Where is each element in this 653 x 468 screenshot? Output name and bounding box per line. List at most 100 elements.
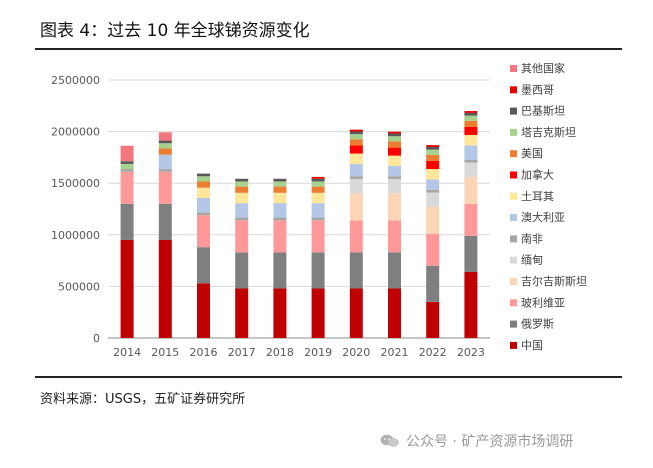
bar-segment (464, 126, 478, 136)
bar-segment (197, 197, 210, 213)
legend: 其他国家墨西哥巴基斯坦塔吉克斯坦美国加拿大土耳其澳大利亚南非缅甸吉尔吉斯斯坦玻利… (510, 61, 587, 352)
x-tick-label: 2023 (457, 346, 485, 359)
bar-segment (388, 176, 401, 180)
x-tick-label: 2020 (342, 346, 370, 359)
bar-segment (388, 165, 401, 177)
bar-segment (388, 220, 401, 253)
x-tick-label: 2022 (419, 346, 447, 359)
legend-swatch (510, 299, 517, 307)
bar-segment (311, 217, 325, 221)
bar-segment (197, 283, 210, 338)
x-tick-label: 2019 (304, 346, 332, 359)
bar-segment (464, 120, 478, 127)
bar-segment (197, 247, 210, 284)
bar-segment (426, 179, 440, 190)
bar-segment (464, 112, 478, 116)
legend-label: 缅甸 (521, 253, 543, 267)
legend-label: 美国 (521, 147, 543, 160)
bar-segment (349, 131, 363, 135)
bar-segment (349, 134, 363, 140)
bar-segment (197, 173, 210, 177)
bar-segment (120, 163, 134, 170)
bar-segment (235, 192, 249, 204)
watermark-text: 公众号 · 矿产资源市场调研 (406, 434, 574, 450)
bar-segment (464, 111, 478, 113)
legend-label: 中国 (521, 339, 543, 352)
bar-segment (388, 141, 401, 148)
x-tick-label: 2021 (381, 346, 409, 359)
legend-swatch (510, 86, 517, 94)
bar-segment (464, 135, 478, 146)
legend-swatch (510, 214, 517, 222)
legend-label: 土耳其 (521, 190, 554, 203)
bar-segment (349, 163, 363, 177)
x-tick-label: 2016 (190, 346, 218, 359)
bar-segment (158, 143, 172, 149)
bar-segment (158, 132, 172, 141)
bar-segment (426, 206, 440, 234)
bar-segment (120, 169, 134, 172)
bar-segment (388, 136, 401, 142)
bar-segment (158, 203, 172, 240)
x-tick-label: 2015 (151, 346, 179, 359)
bar-segment (388, 147, 401, 156)
watermark: 公众号 · 矿产资源市场调研 (380, 431, 573, 451)
bar-segment (388, 193, 401, 221)
bar-segment (426, 149, 440, 155)
legend-swatch (510, 107, 517, 115)
bar-segment (311, 252, 325, 289)
bar-segment (311, 288, 325, 338)
bar-segment (120, 161, 134, 164)
legend-swatch (510, 341, 517, 349)
y-tick-label: 500000 (58, 280, 100, 293)
bar-segment (311, 192, 325, 204)
legend-label: 巴基斯坦 (521, 104, 565, 118)
x-tick-label: 2017 (228, 346, 256, 359)
bar-segment (311, 181, 325, 187)
x-tick-label: 2018 (266, 346, 294, 359)
bar-segment (311, 186, 325, 193)
bar-segment (426, 265, 440, 302)
bar-segment (273, 217, 287, 221)
legend-label: 澳大利亚 (521, 210, 565, 224)
bar-segment (426, 169, 440, 180)
bar-segment (120, 171, 134, 204)
bar-segment (197, 181, 210, 188)
bar-segment (158, 171, 172, 204)
bar-segment (235, 288, 249, 338)
legend-swatch (510, 235, 517, 243)
bar-segment (388, 252, 401, 289)
bar-segment (235, 203, 249, 218)
legend-swatch (510, 320, 517, 328)
y-tick-label: 2000000 (51, 126, 100, 139)
bar-segment (464, 271, 478, 338)
bar-segment (349, 139, 363, 146)
bar-segment (426, 146, 440, 150)
bar-segment (235, 252, 249, 289)
bar-segment (464, 162, 478, 178)
bar-segment (349, 193, 363, 221)
bars (120, 111, 478, 338)
legend-label: 玻利维亚 (521, 296, 565, 309)
legend-swatch (510, 65, 517, 72)
bar-segment (349, 288, 363, 338)
legend-label: 俄罗斯 (521, 318, 554, 331)
bar-segment (388, 155, 401, 166)
bar-segment (273, 220, 287, 253)
bar-segment (464, 145, 478, 160)
bar-segment (426, 233, 440, 266)
bar-segment (235, 186, 249, 193)
x-tick-label: 2014 (113, 346, 141, 359)
bar-segment (158, 140, 172, 144)
bar-segment (311, 220, 325, 253)
bar-segment (273, 252, 287, 289)
legend-swatch (510, 256, 517, 264)
bar-segment (197, 215, 210, 248)
page-title: 图表 4：过去 10 年全球锑资源变化 (40, 21, 310, 41)
bar-segment (349, 129, 363, 132)
bar-segment (388, 133, 401, 137)
bar-segment (273, 192, 287, 204)
legend-label: 加拿大 (521, 168, 554, 182)
bar-segment (464, 115, 478, 121)
bar-segment (311, 203, 325, 218)
